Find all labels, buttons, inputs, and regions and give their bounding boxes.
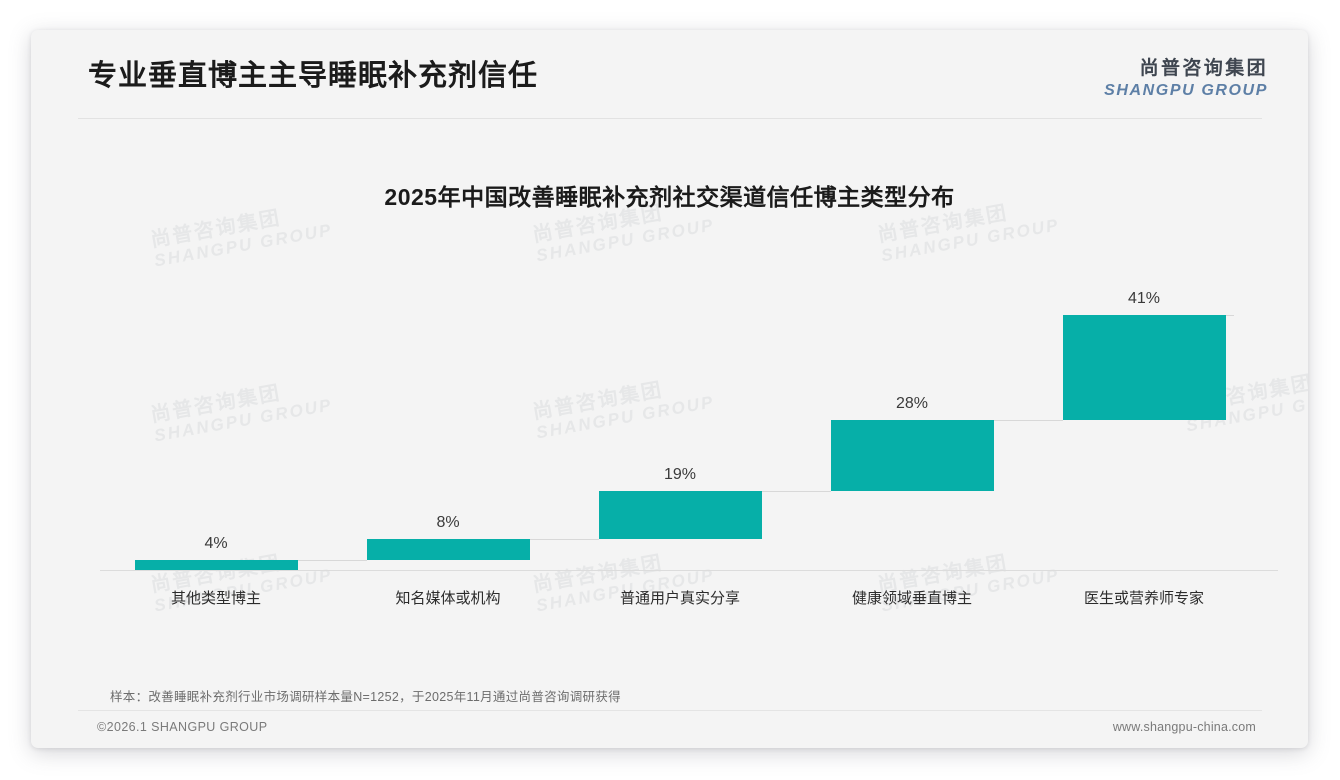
bar-value-label-3: 19% xyxy=(663,465,697,483)
header-divider xyxy=(78,118,1262,119)
bar-value-label-5: 41% xyxy=(1127,290,1161,307)
copyright-text: ©2026.1 SHANGPU GROUP xyxy=(97,720,268,734)
chart-title: 2025年中国改善睡眠补充剂社交渠道信任博主类型分布 xyxy=(384,184,955,210)
slide: 尚普咨询集团 SHANGPU GROUP 尚普咨询集团 SHANGPU GROU… xyxy=(31,30,1308,748)
category-label-5: 医生或营养师专家 xyxy=(1083,590,1204,607)
connector-end xyxy=(1225,315,1234,316)
bar-3 xyxy=(598,490,762,540)
brand-logo-cn: 尚普咨询集团 xyxy=(1139,58,1268,79)
category-label-2: 知名媒体或机构 xyxy=(395,590,501,607)
category-label-3: 普通用户真实分享 xyxy=(619,590,740,607)
brand-logo-en: SHANGPU GROUP xyxy=(1104,81,1268,99)
website-link[interactable]: www.shangpu-china.com xyxy=(1112,720,1256,734)
brand-logo: 尚普咨询集团 SHANGPU GROUP xyxy=(1104,57,1268,100)
footer-divider xyxy=(78,710,1262,711)
bar-value-label-4: 28% xyxy=(895,394,929,412)
connector-2 xyxy=(529,539,599,541)
category-label-4: 健康领域垂直博主 xyxy=(851,590,972,607)
axis-baseline xyxy=(100,570,1278,571)
connector-4 xyxy=(993,419,1063,421)
slide-header: 专业垂直博主主导睡眠补充剂信任 尚普咨询集团 SHANGPU GROUP xyxy=(31,30,1308,118)
connector-1 xyxy=(297,559,367,561)
bar-4 xyxy=(830,419,994,491)
bar-value-label-2: 8% xyxy=(436,514,460,532)
bar-2 xyxy=(366,539,530,560)
category-label-1: 其他类型博主 xyxy=(170,590,261,607)
page-title: 专业垂直博主主导睡眠补充剂信任 xyxy=(88,60,539,92)
slide-footer: ©2026.1 SHANGPU GROUP www.shangpu-china.… xyxy=(31,716,1308,748)
bar-value-label-1: 4% xyxy=(204,534,228,552)
waterfall-chart: 4% 8% 19% 28% 41% 其他类型博主 知名媒体或机构 普通用户真实分享 健康领域垂… xyxy=(31,30,1308,748)
source-note: 样本：改善睡眠补充剂行业市场调研样本量N=1252，于2025年11月通过尚普咨… xyxy=(110,690,621,704)
bar-5 xyxy=(1062,315,1226,420)
bar-1 xyxy=(134,559,298,570)
connector-3 xyxy=(761,490,831,492)
